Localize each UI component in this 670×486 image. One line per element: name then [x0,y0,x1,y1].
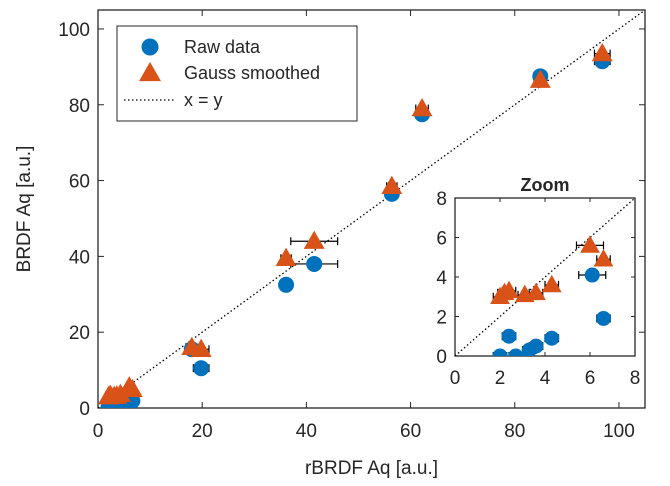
legend: Raw data Gauss smoothed x = y [116,25,358,122]
main-raw-data-point [193,360,210,377]
inset-zoom-plot: 0 2 4 6 8 0 2 4 6 8 Zoom [436,175,640,389]
inset-data-layer [455,198,635,356]
legend-label-1: Gauss smoothed [184,63,320,83]
inset-y-tick-label: 6 [436,229,447,250]
main-raw-data-point [278,276,295,293]
main-gauss-smoothed-point [591,42,613,62]
main-y-tick-label: 100 [58,20,90,41]
legend-box [116,25,358,122]
main-x-tick-label: 0 [93,421,104,442]
inset-x-tick-label: 6 [585,368,596,389]
inset-raw-data-point [528,338,544,354]
main-x-tick-label: 20 [192,421,213,442]
main-x-tick-label: 100 [603,421,635,442]
main-data-layer [98,10,645,408]
inset-y-tick-label: 0 [436,347,447,368]
inset-x-tick-label: 2 [495,368,506,389]
inset-raw-data-point [501,328,517,344]
main-gauss-smoothed-point [190,338,212,357]
main-gauss-smoothed-point [303,230,325,249]
inset-gauss-smoothed-point [593,249,614,267]
inset-raw-data-point [544,330,560,346]
inset-gauss-smoothed-point [526,282,546,301]
inset-x-tick-label: 8 [630,368,641,389]
inset-gauss-smoothed-point [541,274,562,293]
main-x-tick-label: 60 [400,421,421,442]
inset-y-tick-label: 4 [436,268,447,289]
inset-raw-data-point [584,267,600,283]
x-axis-label: rBRDF Aq [a.u.] [305,458,438,479]
main-gauss-smoothed-point [275,247,297,266]
inset-gauss-smoothed-point [499,280,519,299]
main-raw-data-point [306,255,323,272]
inset-gauss-smoothed-point [580,235,600,253]
main-gauss-smoothed-point [381,175,403,194]
main-gauss-smoothed-point [529,69,551,88]
legend-raw-data-marker [141,38,159,56]
main-y-tick-label: 40 [69,247,90,268]
inset-x-tick-label: 4 [540,368,551,389]
main-x-tick-label: 80 [504,421,525,442]
inset-x-tick-label: 0 [450,368,461,389]
main-gauss-smoothed-point [121,378,143,398]
inset-axes-box [454,197,636,357]
y-axis-label: BRDF Aq [a.u.] [14,146,35,273]
main-y-tick-label: 60 [69,172,90,193]
inset-y-tick-label: 2 [436,308,447,329]
legend-label-0: Raw data [184,37,261,57]
main-x-tick-label: 40 [296,421,317,442]
inset-title: Zoom [521,175,570,195]
main-y-tick-label: 0 [79,399,90,420]
legend-gauss-smoothed-marker [139,61,161,82]
main-gauss-smoothed-point [411,97,433,117]
inset-raw-data-point [508,348,524,356]
inset-raw-data-point [596,310,611,326]
main-y-tick-label: 20 [69,323,90,344]
inset-raw-data-point [492,348,508,356]
inset-y-tick-label: 8 [436,189,447,210]
legend-label-2: x = y [184,90,223,110]
main-y-tick-label: 80 [69,96,90,117]
